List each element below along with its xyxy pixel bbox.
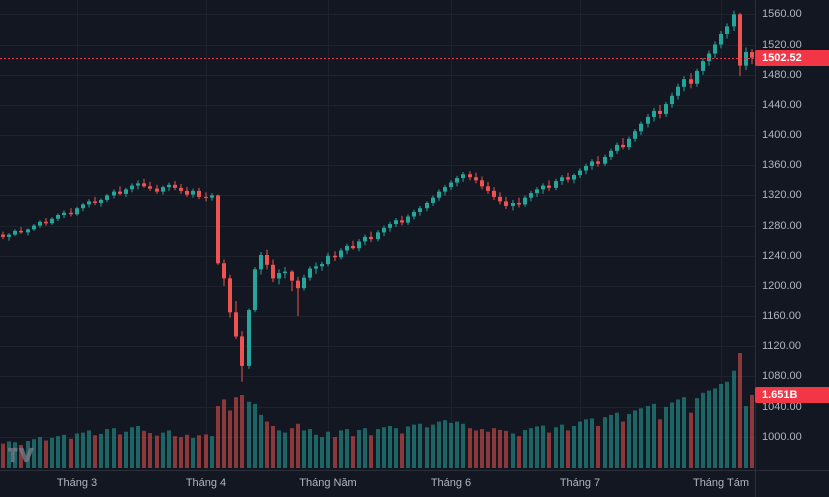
price-tick-label: 1160.00 [762,310,801,323]
tradingview-logo-icon [8,447,34,463]
price-tick-label: 1360.00 [762,159,802,172]
time-tick-label: Tháng 3 [56,477,98,489]
price-tick-label: 1440.00 [762,98,802,111]
price-axis[interactable]: 1560.00 1520.00 1480.00 1440.00 1400.00 1360.… [755,0,829,470]
price-tick-label: 1520.00 [762,38,802,51]
time-axis[interactable]: Tháng 3 Tháng 4 Tháng Năm Tháng 6 Tháng 7 Thá… [0,470,829,497]
price-tick-label: 1560.00 [762,8,802,21]
price-tick-label: 1480.00 [762,68,802,81]
price-tick-label: 1120.00 [762,340,801,353]
time-tick-label: Tháng 7 [559,477,601,489]
price-tick-label: 1000.00 [762,430,802,443]
time-tick-label: Tháng 6 [430,477,472,489]
time-tick-label: Tháng Tám [692,477,750,489]
price-tick-label: 1040.00 [762,400,802,413]
tradingview-logo[interactable] [8,446,34,464]
volume-badge: 1.651B [755,386,829,403]
price-tick-label: 1320.00 [762,189,802,202]
time-tick-label: Tháng 4 [185,477,227,489]
price-tick-label: 1280.00 [762,219,802,232]
price-tick-label: 1240.00 [762,249,802,262]
price-tick-label: 1400.00 [762,129,802,142]
time-tick-label: Tháng Năm [299,477,357,489]
last-price-badge: 1502.52 [755,49,829,66]
price-tick-label: 1200.00 [762,279,802,292]
price-tick-label: 1080.00 [762,370,802,383]
